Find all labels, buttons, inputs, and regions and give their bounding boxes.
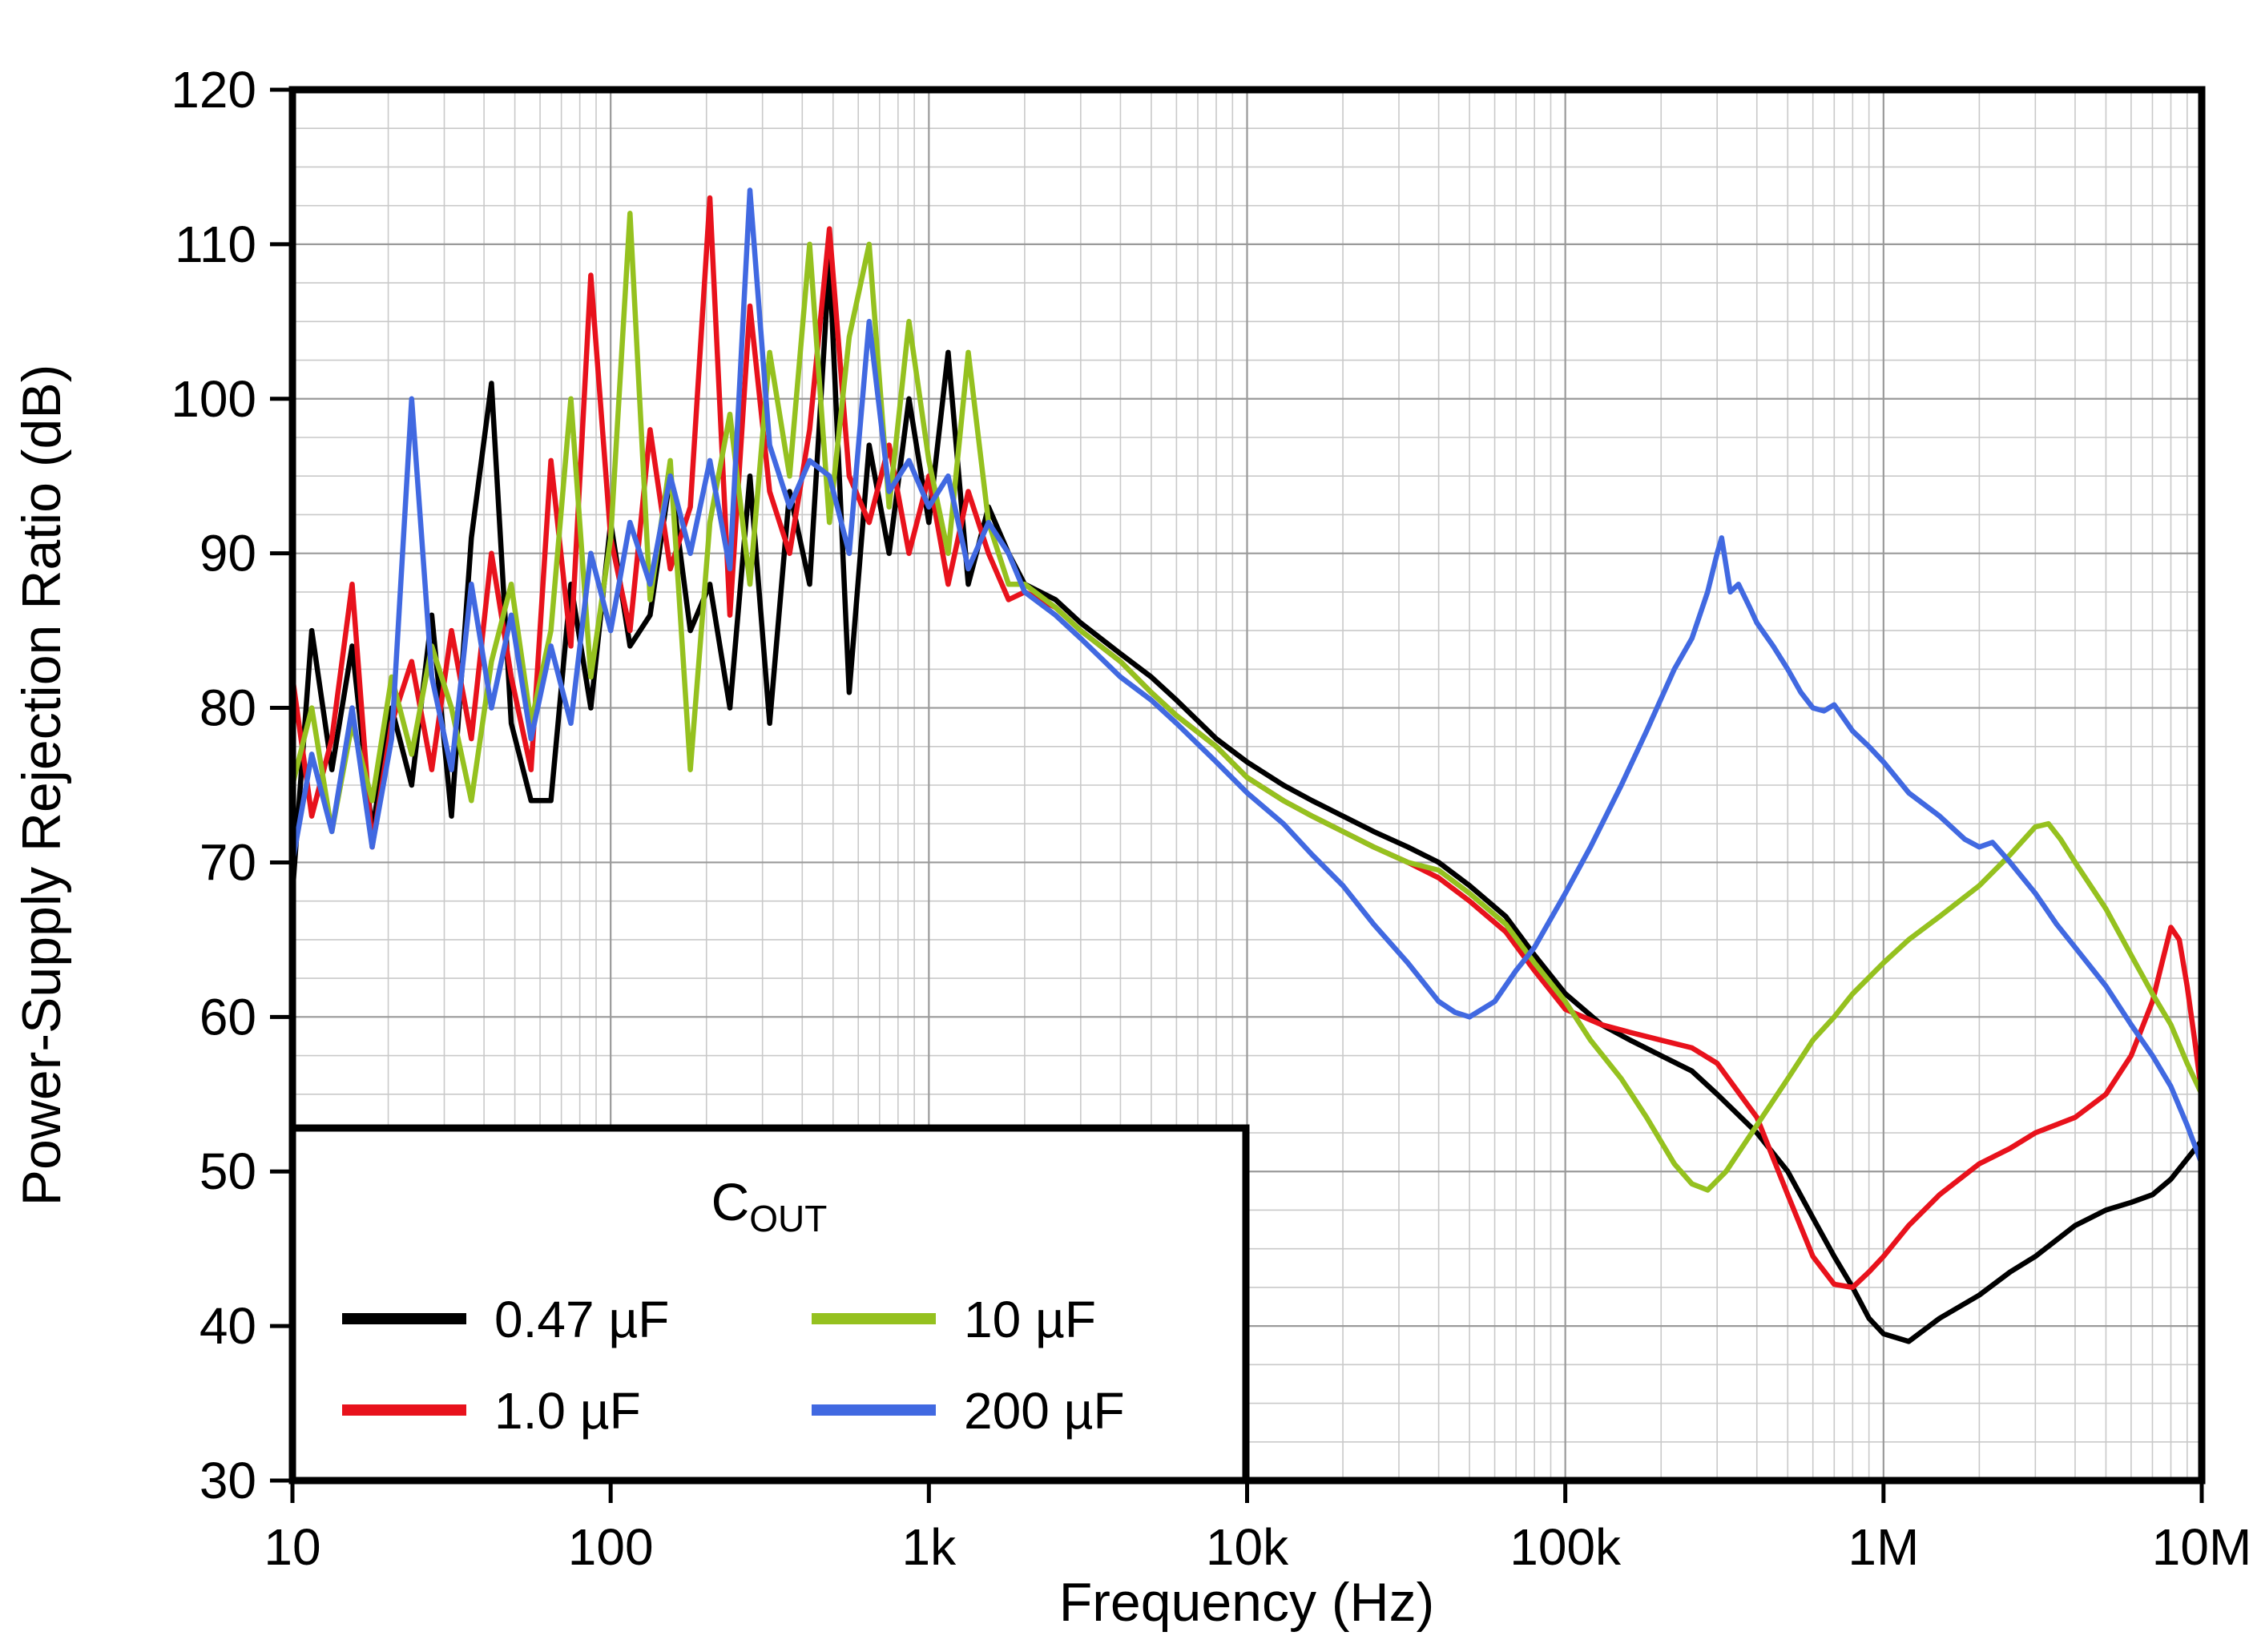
x-tick-label: 100k <box>1509 1518 1622 1576</box>
y-tick-label: 50 <box>200 1142 256 1200</box>
y-tick-label: 110 <box>175 216 256 273</box>
legend: COUT 0.47 µF 1.0 µF 10 µF 200 µF <box>288 1124 1250 1485</box>
y-tick-label: 120 <box>171 61 256 119</box>
y-tick-label: 70 <box>200 833 256 891</box>
x-axis-title: Frequency (Hz) <box>1058 1572 1435 1633</box>
y-tick-label: 30 <box>200 1452 256 1509</box>
axis-ticks <box>270 87 2204 1503</box>
series-0.47 µF <box>292 256 2202 1344</box>
x-tick-label: 1k <box>902 1518 957 1576</box>
series-200 µF <box>292 187 2202 1166</box>
y-tick-label: 60 <box>200 988 256 1046</box>
legend-label: 0.47 µF <box>494 1291 669 1348</box>
series-10 µF <box>292 211 2202 1193</box>
x-tick-label: 100 <box>568 1518 654 1576</box>
legend-box <box>288 1124 1250 1485</box>
y-tick-label: 100 <box>171 370 256 428</box>
x-tick-label: 1M <box>1848 1518 1919 1576</box>
y-tick-label: 80 <box>200 679 256 737</box>
legend-label: 200 µF <box>964 1382 1125 1440</box>
legend-label: 1.0 µF <box>494 1382 641 1440</box>
legend-label: 10 µF <box>964 1291 1096 1348</box>
x-tick-label: 10 <box>264 1518 320 1576</box>
y-tick-label: 90 <box>200 525 256 582</box>
y-tick-label: 40 <box>200 1297 256 1355</box>
series-lines <box>292 187 2202 1344</box>
x-tick-label: 10M <box>2152 1518 2249 1576</box>
y-axis-title: Power-Supply Rejection Ratio (dB) <box>11 364 72 1207</box>
axis-tick-labels: 10 100 1k 10k 100k 1M 10M 30 40 50 60 70 80 90 100 110 1… <box>171 61 2249 1576</box>
legend-title: COUT <box>711 1172 828 1239</box>
x-tick-label: 10k <box>1206 1518 1289 1576</box>
